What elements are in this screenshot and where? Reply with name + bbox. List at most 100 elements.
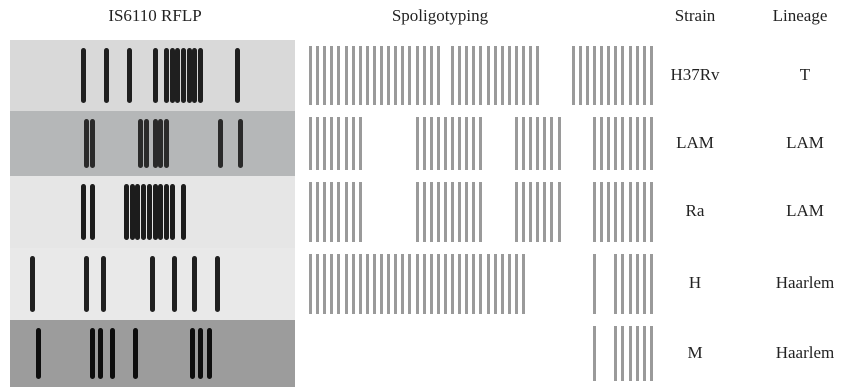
rflp-band bbox=[138, 119, 144, 168]
spoligo-spacer bbox=[458, 46, 462, 105]
spoligo-spacer bbox=[642, 326, 646, 381]
spoligo-spacer bbox=[628, 326, 632, 381]
lineage-label: Haarlem bbox=[775, 342, 835, 362]
spoligo-spacer bbox=[358, 254, 362, 314]
spoligo-spacer bbox=[557, 117, 561, 170]
rflp-band bbox=[84, 256, 90, 312]
spoligotype-row bbox=[305, 320, 658, 387]
spoligo-spacer bbox=[642, 117, 646, 170]
spoligo-spacer bbox=[436, 46, 440, 105]
rflp-band bbox=[81, 184, 87, 240]
rflp-band bbox=[181, 48, 186, 103]
spoligo-spacer bbox=[365, 46, 369, 105]
spoligo-spacer bbox=[330, 182, 334, 242]
rflp-band bbox=[181, 184, 186, 240]
spoligo-spacer bbox=[408, 254, 412, 314]
rflp-lane bbox=[10, 176, 295, 248]
spoligo-spacer bbox=[316, 46, 320, 105]
rflp-band bbox=[141, 184, 147, 240]
rflp-band bbox=[126, 48, 132, 103]
spoligo-spacer bbox=[372, 46, 376, 105]
spoligo-spacer bbox=[621, 46, 625, 105]
spoligo-spacer bbox=[451, 182, 454, 242]
spoligo-spacer bbox=[635, 182, 639, 242]
spoligo-spacer bbox=[642, 182, 646, 242]
spoligo-spacer bbox=[344, 182, 348, 242]
spoligo-spacer bbox=[493, 254, 497, 314]
strain-label: Ra bbox=[685, 201, 705, 220]
spoligo-spacer bbox=[401, 254, 405, 314]
spoligo-spacer bbox=[621, 326, 625, 381]
spoligo-spacer bbox=[451, 117, 454, 170]
rflp-band bbox=[192, 256, 198, 312]
rflp-band bbox=[89, 184, 95, 240]
rflp-lane bbox=[10, 320, 295, 387]
rflp-band bbox=[238, 119, 243, 168]
rflp-lane bbox=[10, 248, 295, 320]
spoligo-spacer bbox=[614, 182, 618, 242]
rflp-band bbox=[169, 184, 175, 240]
spoligo-spacer bbox=[614, 117, 618, 170]
spoligo-spacer bbox=[621, 254, 625, 314]
spoligotype-row bbox=[305, 248, 658, 320]
rflp-band bbox=[146, 184, 152, 240]
spoligo-spacer bbox=[316, 254, 320, 314]
spoligo-spacer bbox=[543, 117, 547, 170]
spoligo-spacer bbox=[642, 254, 646, 314]
spoligo-spacer bbox=[479, 254, 483, 314]
spoligo-spacer bbox=[458, 182, 462, 242]
rflp-band bbox=[135, 184, 141, 240]
spoligo-spacer bbox=[529, 182, 533, 242]
spoligo-spacer bbox=[351, 254, 355, 314]
rflp-band bbox=[98, 328, 104, 379]
spoligo-spacer bbox=[507, 46, 511, 105]
spoligo-spacer bbox=[550, 117, 554, 170]
spoligo-spacer bbox=[529, 117, 533, 170]
spoligo-spacer bbox=[479, 46, 483, 105]
rflp-band bbox=[109, 328, 115, 379]
spoligo-spacer bbox=[614, 254, 618, 314]
rflp-band bbox=[218, 119, 224, 168]
rflp-band bbox=[198, 328, 204, 379]
rflp-band bbox=[152, 184, 158, 240]
spoligo-spacer bbox=[415, 182, 419, 242]
spoligo-spacer bbox=[415, 46, 419, 105]
spoligo-spacer bbox=[472, 117, 476, 170]
spoligo-spacer bbox=[543, 182, 547, 242]
spoligo-spacer bbox=[522, 117, 525, 170]
spoligo-spacer bbox=[593, 182, 596, 242]
spoligo-spacer bbox=[493, 46, 497, 105]
spoligo-spacer bbox=[479, 182, 483, 242]
spoligo-spacer bbox=[522, 182, 525, 242]
spoligo-spacer bbox=[628, 182, 632, 242]
rflp-band bbox=[89, 328, 95, 379]
spoligo-spacer bbox=[571, 46, 575, 105]
spoligo-spacer bbox=[621, 182, 625, 242]
spoligo-spacer bbox=[344, 117, 348, 170]
spoligo-spacer bbox=[422, 254, 426, 314]
spoligo-spacer bbox=[529, 46, 533, 105]
spoligo-spacer bbox=[458, 254, 462, 314]
rflp-band bbox=[158, 119, 164, 168]
spoligotype-row bbox=[305, 111, 658, 176]
spoligo-spacer bbox=[422, 182, 426, 242]
spoligo-spacer bbox=[514, 254, 518, 314]
spoligo-spacer bbox=[436, 254, 440, 314]
spoligo-spacer bbox=[649, 46, 653, 105]
spoligo-spacer bbox=[628, 254, 632, 314]
spoligo-spacer bbox=[514, 46, 518, 105]
spoligo-spacer bbox=[649, 182, 653, 242]
spoligo-spacer bbox=[351, 182, 355, 242]
spoligo-spacer bbox=[514, 182, 518, 242]
rflp-band bbox=[152, 48, 158, 103]
rflp-band bbox=[132, 328, 138, 379]
spoligo-spacer bbox=[337, 46, 341, 105]
rflp-band bbox=[149, 256, 155, 312]
spoligo-spacer bbox=[387, 46, 391, 105]
spoligo-spacer bbox=[472, 254, 476, 314]
header-lineage: Lineage bbox=[772, 6, 828, 25]
lineage-label: LAM bbox=[786, 201, 824, 220]
spoligo-spacer bbox=[635, 46, 639, 105]
spoligo-spacer bbox=[649, 117, 653, 170]
rflp-band bbox=[163, 119, 169, 168]
